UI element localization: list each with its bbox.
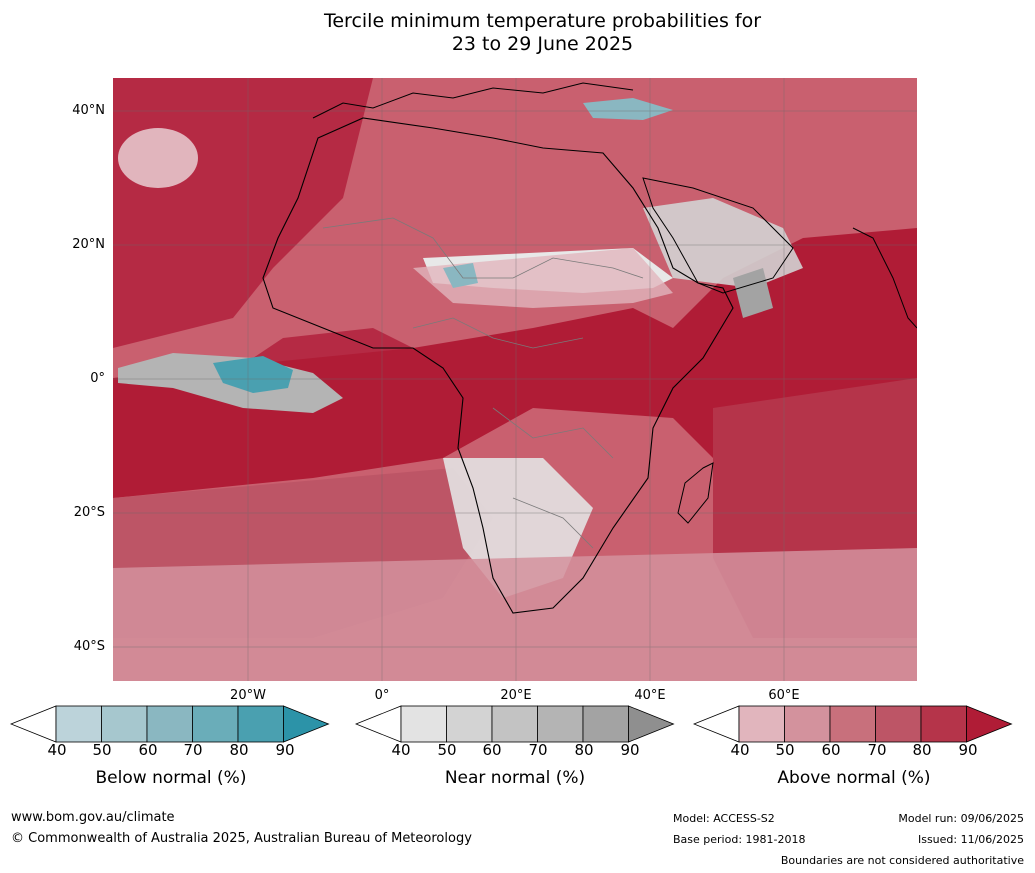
- tick-label: 40: [47, 741, 67, 759]
- colorbar-segment: [101, 705, 148, 743]
- colorbar-segment: [146, 705, 193, 743]
- colorbar-lower-extension: [10, 705, 57, 743]
- colorbar-below-normal: [10, 705, 330, 743]
- colorbar-segment: [192, 705, 239, 743]
- colorbar-segment: [237, 705, 284, 743]
- tick-label: 90: [275, 741, 295, 759]
- colorbar-lower-extension: [355, 705, 402, 743]
- lat-label-0: 0°: [90, 371, 105, 386]
- southern-ocean-light: [113, 548, 917, 681]
- country-borders: [322, 217, 644, 549]
- tick-label: 40: [391, 741, 411, 759]
- colorbar-upper-extension: [628, 705, 675, 743]
- tick-label: 80: [229, 741, 249, 759]
- atlantic-below-normal-core: [213, 356, 293, 393]
- africa-coastline: [262, 117, 734, 614]
- colorbar-segment: [829, 705, 876, 743]
- europe-coastline: [312, 82, 634, 119]
- madagascar-outline: [677, 462, 714, 524]
- tick-label: 60: [482, 741, 502, 759]
- tick-label: 50: [437, 741, 457, 759]
- lon-label-20w: 20°W: [230, 688, 266, 703]
- lat-label-20s: 20°S: [73, 505, 105, 520]
- lon-label-40e: 40°E: [634, 688, 666, 703]
- tick-label: 90: [620, 741, 640, 759]
- tick-label: 70: [528, 741, 548, 759]
- arabia-near-normal: [643, 198, 803, 288]
- colorbar-upper-extension: [966, 705, 1013, 743]
- footer-model-run: Model run: 09/06/2025: [898, 812, 1024, 825]
- tick-label: 60: [821, 741, 841, 759]
- colorbar-segment: [582, 705, 629, 743]
- colorbar-near-normal-label: Near normal (%): [444, 768, 586, 788]
- footer-copyright: © Commonwealth of Australia 2025, Austra…: [11, 831, 472, 846]
- colorbar-segment: [55, 705, 102, 743]
- sahel-below-normal: [443, 263, 478, 288]
- colorbar-above-normal: [693, 705, 1013, 743]
- colorbar-segment: [875, 705, 922, 743]
- colorbar-segment: [491, 705, 538, 743]
- colorbar-segment: [784, 705, 831, 743]
- title-line-1: Tercile minimum temperature probabilitie…: [323, 10, 762, 32]
- tick-label: 60: [138, 741, 158, 759]
- colorbar-above-normal-label: Above normal (%): [777, 768, 931, 788]
- colorbar-lower-extension: [693, 705, 740, 743]
- tick-label: 90: [958, 741, 978, 759]
- colorbar-segment: [446, 705, 493, 743]
- tick-label: 70: [867, 741, 887, 759]
- tick-label: 80: [574, 741, 594, 759]
- footer-issued: Issued: 11/06/2025: [917, 833, 1024, 846]
- black-sea-below-normal: [583, 98, 673, 120]
- colorbar-segment: [738, 705, 785, 743]
- lon-label-0: 0°: [374, 688, 390, 703]
- colorbar-upper-extension: [283, 705, 330, 743]
- footer-disclaimer: Boundaries are not considered authoritat…: [780, 854, 1024, 867]
- chart-title: Tercile minimum temperature probabilitie…: [0, 10, 1035, 56]
- tick-label: 50: [775, 741, 795, 759]
- tick-label: 70: [183, 741, 203, 759]
- colorbar-near-normal: [355, 705, 675, 743]
- title-line-2: 23 to 29 June 2025: [451, 33, 634, 55]
- lat-label-20n: 20°N: [72, 237, 105, 252]
- lon-label-20e: 20°E: [500, 688, 532, 703]
- footer-base-period: Base period: 1981-2018: [673, 833, 806, 846]
- footer-website: www.bom.gov.au/climate: [11, 810, 175, 825]
- sahel-light-band: [413, 248, 673, 308]
- tick-label: 50: [92, 741, 112, 759]
- north-atlantic-light-patch: [118, 128, 198, 188]
- arabia-outline: [642, 177, 794, 294]
- colorbar-segment: [537, 705, 584, 743]
- footer-model: Model: ACCESS-S2: [673, 812, 775, 825]
- india-coastline: [852, 227, 917, 329]
- lat-label-40s: 40°S: [73, 639, 105, 654]
- lon-label-60e: 60°E: [768, 688, 800, 703]
- lat-label-40n: 40°N: [72, 103, 105, 118]
- tick-label: 80: [912, 741, 932, 759]
- colorbar-segment: [920, 705, 967, 743]
- colorbar-below-normal-label: Below normal (%): [95, 768, 247, 788]
- probability-map: [113, 78, 917, 681]
- tick-label: 40: [730, 741, 750, 759]
- colorbar-segment: [400, 705, 447, 743]
